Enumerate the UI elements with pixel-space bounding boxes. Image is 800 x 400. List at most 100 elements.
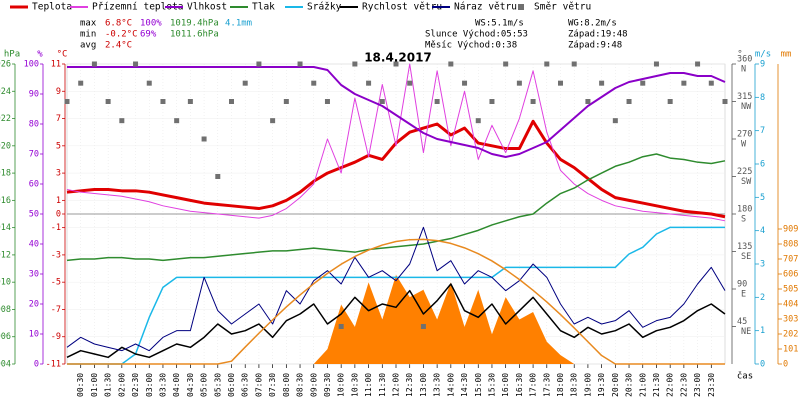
wind-direction-point bbox=[64, 99, 70, 104]
x-tick-label: 03:30 bbox=[158, 373, 167, 397]
y-tick-label: 101 bbox=[783, 345, 798, 355]
wind-direction-point bbox=[420, 324, 426, 329]
y-tick-label: 7 bbox=[56, 114, 61, 124]
x-tick-label: 07:30 bbox=[268, 373, 277, 397]
x-tick-label: 13:00 bbox=[419, 373, 428, 397]
y-tick-label: 1022 bbox=[0, 114, 11, 124]
y-tick-word: N bbox=[741, 65, 746, 75]
y-tick-label: 50 bbox=[29, 210, 39, 220]
stat-temp: 6.8°C bbox=[105, 19, 132, 29]
x-tick-label: 14:00 bbox=[446, 373, 455, 397]
wind-direction-point bbox=[462, 80, 468, 86]
info-text: Západ:19:48 bbox=[568, 30, 628, 40]
stat-label: min bbox=[80, 30, 96, 40]
y-tick-label: 30 bbox=[29, 270, 39, 280]
wind-direction-point bbox=[612, 118, 618, 124]
y-tick-label: 909 bbox=[783, 225, 798, 235]
y-tick-label: 3 bbox=[56, 169, 61, 179]
wind-direction-point bbox=[270, 118, 276, 124]
wind-direction-point bbox=[283, 99, 289, 104]
y-tick-label: 1018 bbox=[0, 169, 11, 179]
wind-direction-point bbox=[489, 99, 495, 104]
stat-temp: -0.2°C bbox=[105, 30, 138, 40]
y-tick-label: 404 bbox=[783, 300, 798, 310]
wind-direction-point bbox=[653, 61, 659, 67]
y-tick-label: 315 bbox=[737, 92, 752, 102]
y-tick-label: 1014 bbox=[0, 223, 11, 233]
wind-direction-point bbox=[393, 61, 399, 67]
y-tick-label: 40 bbox=[29, 240, 39, 250]
legend-label: Náraz větru bbox=[454, 2, 517, 13]
x-tick-label: 21:30 bbox=[652, 373, 661, 397]
x-tick-label: 20:30 bbox=[625, 373, 634, 397]
wind-direction-point bbox=[366, 80, 372, 86]
wind-direction-point bbox=[626, 99, 632, 104]
x-tick-label: 15:30 bbox=[487, 373, 496, 397]
line bbox=[67, 226, 725, 365]
y-tick-label: 9 bbox=[760, 60, 765, 70]
x-tick-label: 16:00 bbox=[501, 373, 510, 397]
wind-direction-point bbox=[599, 80, 605, 86]
x-tick-label: 06:00 bbox=[227, 373, 236, 397]
y-tick-label: 1004 bbox=[0, 360, 11, 370]
stat-label: avg bbox=[80, 41, 96, 51]
x-tick-label: 22:30 bbox=[679, 373, 688, 397]
wind-direction-point bbox=[530, 99, 536, 104]
legend-label: Teplota bbox=[32, 2, 72, 13]
info-text: WG:8.2m/s bbox=[568, 19, 617, 29]
wind-direction-point bbox=[558, 80, 563, 86]
wind-direction-point bbox=[146, 80, 152, 86]
y-tick-word: NW bbox=[741, 102, 752, 112]
y-tick-label: 707 bbox=[783, 255, 798, 265]
x-tick-label: 09:00 bbox=[309, 373, 318, 397]
y-tick-label: 360 bbox=[737, 55, 752, 65]
x-tick-label: 05:30 bbox=[213, 373, 222, 397]
wind-direction-point bbox=[242, 80, 248, 86]
y-tick-label: -9 bbox=[51, 332, 61, 342]
wind-direction-point bbox=[311, 80, 317, 86]
x-tick-label: 08:00 bbox=[282, 373, 291, 397]
x-tick-label: 05:00 bbox=[200, 373, 209, 397]
x-tick-label: 12:30 bbox=[405, 373, 414, 397]
y-tick-label: 1010 bbox=[0, 278, 11, 288]
wind-direction-point bbox=[105, 99, 111, 104]
wind-direction-point bbox=[160, 99, 166, 104]
y-tick-label: 0 bbox=[783, 360, 788, 370]
wind-direction-point bbox=[133, 61, 139, 67]
line bbox=[66, 153, 726, 262]
y-tick-label: -5 bbox=[51, 278, 61, 288]
y-tick-word: W bbox=[741, 140, 747, 150]
wind-direction-point bbox=[571, 61, 577, 67]
wind-direction-point bbox=[91, 61, 97, 67]
y-tick-label: 90 bbox=[29, 90, 39, 100]
x-tick-label: 11:30 bbox=[378, 373, 387, 397]
wind-direction-point bbox=[379, 99, 385, 104]
y-tick-label: 20 bbox=[29, 300, 39, 310]
legend-label: Rychlost větru bbox=[362, 2, 442, 13]
legend-label: Směr větru bbox=[534, 2, 591, 13]
legend-label: Vlhkost bbox=[187, 2, 227, 13]
y-tick-label: 2 bbox=[760, 293, 765, 303]
y-tick-label: 0 bbox=[34, 360, 39, 370]
y-tick-word: SW bbox=[741, 177, 752, 187]
stat-label: max bbox=[80, 19, 97, 29]
y-tick-label: 0 bbox=[56, 210, 61, 220]
y-tick-label: 225 bbox=[737, 167, 752, 177]
line bbox=[67, 66, 726, 158]
line bbox=[66, 283, 726, 359]
y-tick-label: 90 bbox=[737, 280, 747, 290]
x-tick-label: 19:30 bbox=[597, 373, 606, 397]
wind-direction-point bbox=[640, 80, 646, 86]
x-tick-label: 22:00 bbox=[666, 373, 675, 397]
wind-direction-point bbox=[201, 136, 207, 142]
axis-name: m/s bbox=[755, 50, 771, 60]
y-tick-label: 1024 bbox=[0, 87, 11, 97]
x-tick-label: 23:00 bbox=[693, 373, 702, 397]
y-tick-word: S bbox=[741, 215, 746, 225]
x-tick-label: 11:00 bbox=[364, 373, 373, 397]
x-tick-label: 10:00 bbox=[337, 373, 346, 397]
x-tick-label: 19:00 bbox=[583, 373, 592, 397]
